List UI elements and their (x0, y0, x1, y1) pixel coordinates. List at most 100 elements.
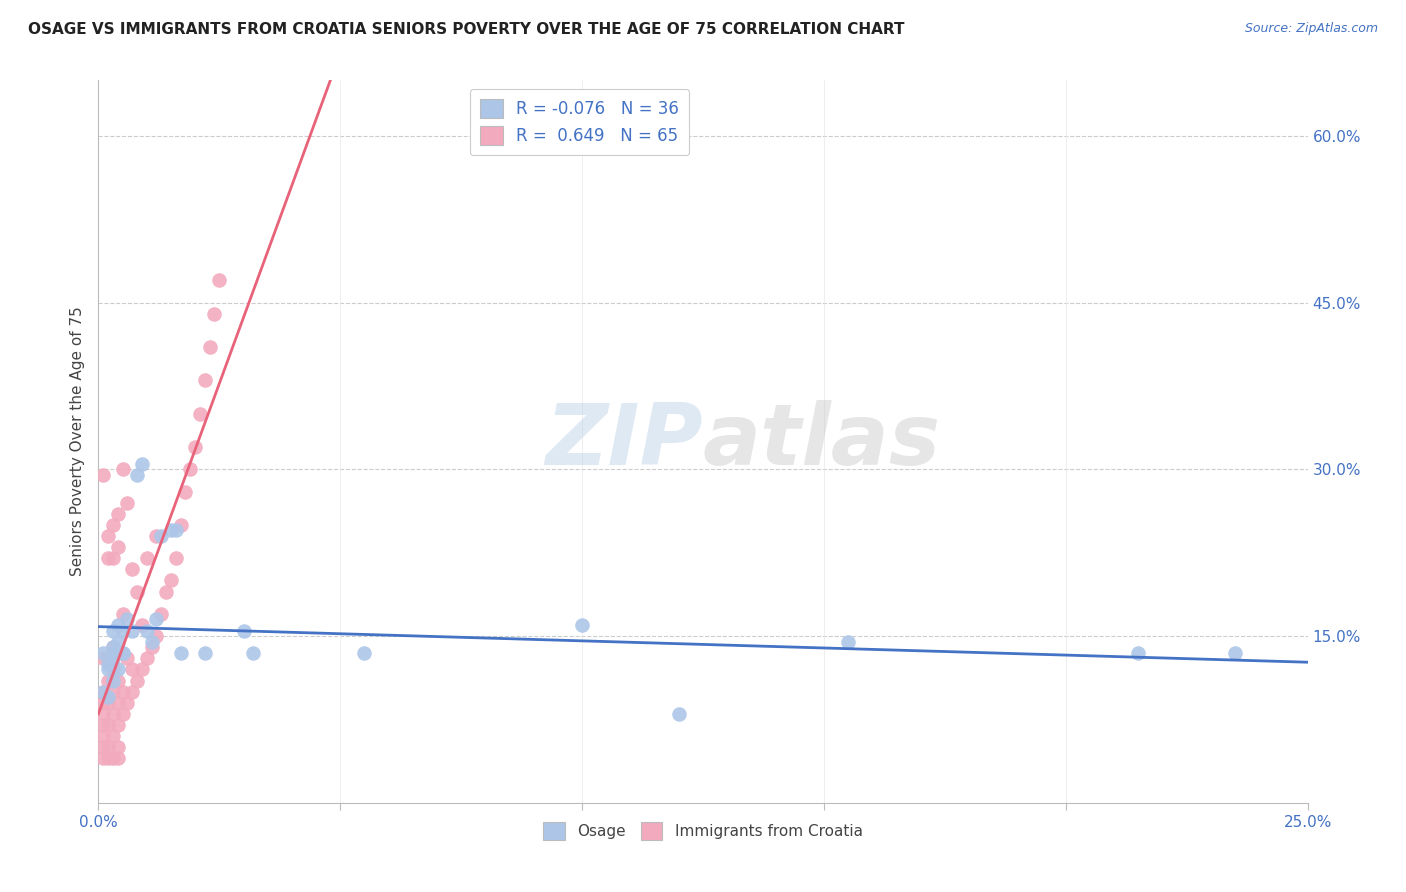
Point (97, 751, 120, 765)
Point (150, 529, 173, 543)
Point (1223, 646, 1246, 660)
Point (111, 607, 134, 621)
Point (97, 529, 120, 543)
Point (101, 751, 124, 765)
Point (179, 462, 201, 476)
Point (169, 646, 191, 660)
Point (97, 651, 120, 665)
Point (121, 662, 143, 676)
Point (155, 584, 177, 599)
Point (91, 651, 114, 665)
Point (117, 651, 139, 665)
Point (91, 718, 114, 732)
Point (97, 551, 120, 566)
Point (198, 340, 221, 354)
Point (91, 684, 114, 698)
Point (101, 640, 124, 655)
Point (97, 657, 120, 671)
Point (91, 646, 114, 660)
Point (131, 457, 153, 471)
Point (127, 673, 149, 688)
Point (121, 624, 143, 638)
Point (91, 467, 114, 482)
Point (107, 673, 129, 688)
Point (111, 462, 134, 476)
Point (145, 612, 167, 626)
Point (117, 496, 139, 510)
Point (117, 612, 139, 626)
Point (101, 673, 124, 688)
Point (232, 624, 254, 638)
Point (91, 729, 114, 743)
Point (165, 524, 187, 538)
Point (131, 618, 153, 632)
Point (107, 740, 129, 755)
Point (101, 517, 124, 532)
Point (184, 440, 207, 454)
Point (107, 540, 129, 554)
Point (141, 634, 163, 648)
Point (188, 407, 211, 421)
Point (127, 467, 149, 482)
Text: ZIP: ZIP (546, 400, 703, 483)
Point (107, 507, 129, 521)
Point (1128, 646, 1150, 660)
Point (111, 646, 134, 660)
Point (165, 551, 187, 566)
Y-axis label: Seniors Poverty Over the Age of 75: Seniors Poverty Over the Age of 75 (69, 307, 84, 576)
Text: OSAGE VS IMMIGRANTS FROM CROATIA SENIORS POVERTY OVER THE AGE OF 75 CORRELATION : OSAGE VS IMMIGRANTS FROM CROATIA SENIORS… (28, 22, 904, 37)
Point (127, 584, 149, 599)
Point (242, 646, 264, 660)
Point (107, 618, 129, 632)
Point (135, 624, 157, 638)
Point (169, 517, 191, 532)
Point (97, 673, 120, 688)
Point (135, 651, 157, 665)
Point (194, 646, 217, 660)
Point (117, 696, 139, 710)
Text: atlas: atlas (703, 400, 941, 483)
Point (97, 696, 120, 710)
Point (101, 729, 124, 743)
Point (135, 551, 157, 566)
Point (150, 607, 173, 621)
Point (97, 690, 120, 705)
Point (353, 646, 375, 660)
Point (111, 684, 134, 698)
Point (194, 373, 217, 387)
Point (107, 634, 129, 648)
Point (208, 273, 231, 287)
Legend: Osage, Immigrants from Croatia: Osage, Immigrants from Croatia (537, 816, 869, 846)
Point (101, 651, 124, 665)
Point (111, 646, 134, 660)
Point (91, 740, 114, 755)
Point (107, 662, 129, 676)
Point (571, 618, 593, 632)
Point (131, 662, 153, 676)
Point (107, 718, 129, 732)
Point (97, 718, 120, 732)
Point (101, 706, 124, 721)
Point (101, 662, 124, 676)
Point (160, 524, 183, 538)
Text: Source: ZipAtlas.com: Source: ZipAtlas.com (1244, 22, 1378, 36)
Point (837, 634, 859, 648)
Point (91, 751, 114, 765)
Point (101, 684, 124, 698)
Point (101, 646, 124, 660)
Point (97, 662, 120, 676)
Point (111, 624, 134, 638)
Point (204, 307, 226, 321)
Point (668, 706, 690, 721)
Point (107, 696, 129, 710)
Point (97, 740, 120, 755)
Point (101, 551, 124, 566)
Point (91, 696, 114, 710)
Point (121, 684, 143, 698)
Point (91, 684, 114, 698)
Point (145, 629, 167, 643)
Point (141, 640, 163, 655)
Point (107, 751, 129, 765)
Point (160, 574, 183, 588)
Point (174, 484, 197, 499)
